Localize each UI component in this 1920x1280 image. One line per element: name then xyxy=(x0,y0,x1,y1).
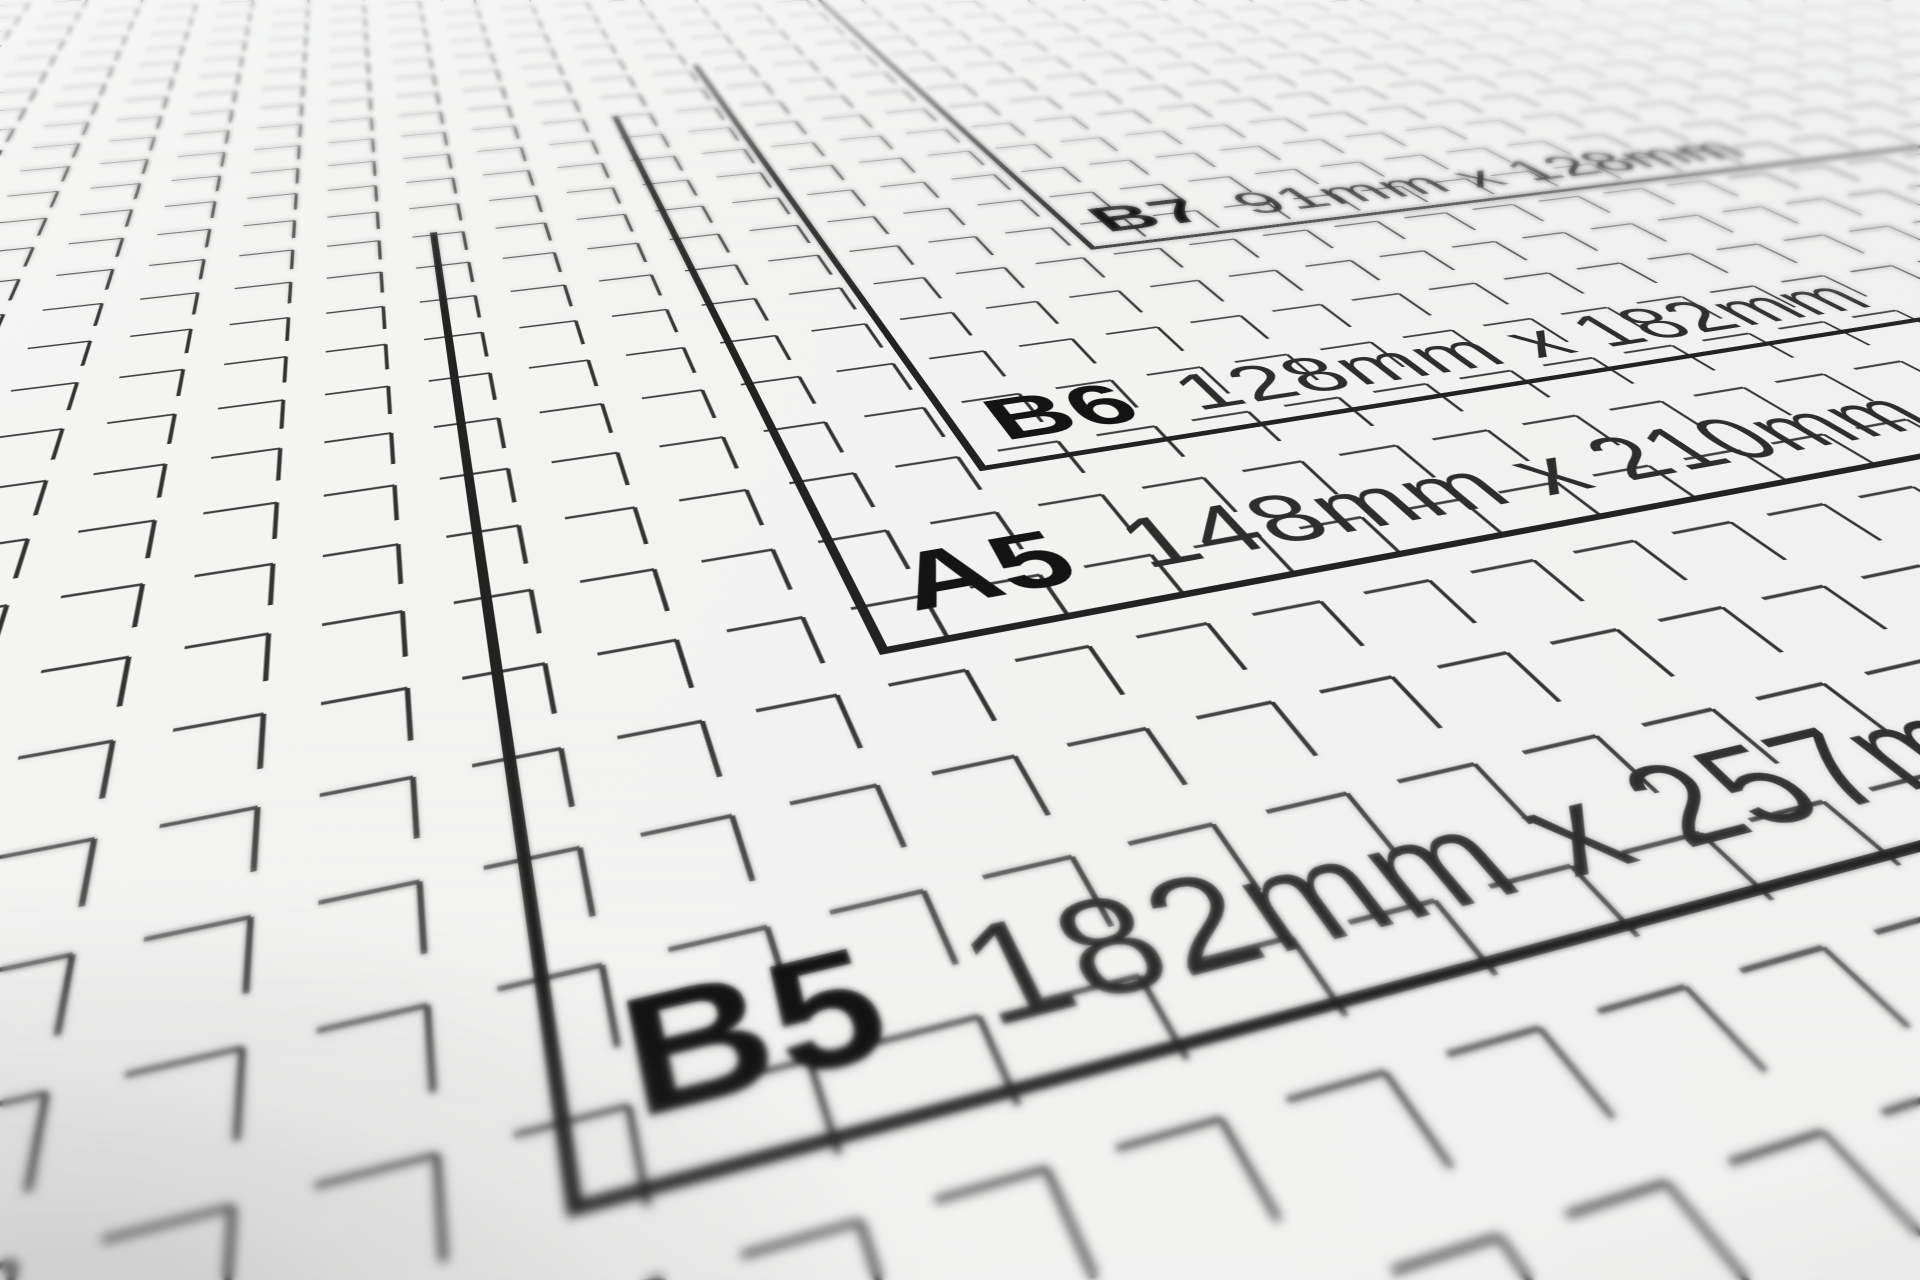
paper-sheet: B7 91mm x 128mm B6 128mm x 182mm A5 148m… xyxy=(0,0,1920,1218)
